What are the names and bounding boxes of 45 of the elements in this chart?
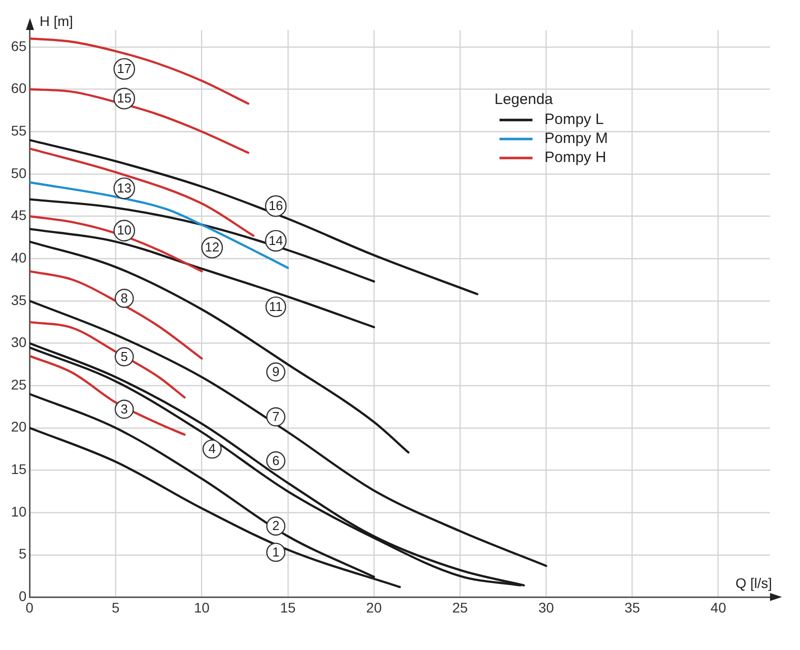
annotation: 11 bbox=[269, 298, 283, 314]
annotation: 8 bbox=[120, 290, 128, 306]
y-tick-label: 45 bbox=[10, 207, 27, 224]
x-tick-label: 5 bbox=[112, 599, 120, 616]
y-tick-label: 35 bbox=[10, 292, 27, 308]
y-axis-title: H [m] bbox=[40, 12, 74, 29]
y-tick-label: 5 bbox=[18, 546, 27, 562]
y-tick-label: 65 bbox=[10, 38, 27, 54]
x-tick-label: 40 bbox=[710, 599, 726, 616]
y-tick-label: 10 bbox=[10, 503, 27, 520]
y-tick-label: 0 bbox=[18, 588, 27, 604]
annotation: 17 bbox=[117, 61, 132, 76]
y-tick-label: 30 bbox=[10, 334, 27, 350]
annotation: 12 bbox=[204, 240, 220, 255]
y-tick-label: 50 bbox=[10, 164, 27, 181]
x-tick-label: 20 bbox=[366, 599, 382, 616]
y-tick-label: 20 bbox=[10, 418, 27, 435]
legend-label: Pompy M bbox=[544, 130, 608, 148]
y-tick-label: 55 bbox=[10, 122, 27, 138]
legend-label: Pompy L bbox=[544, 111, 604, 128]
annotation: 7 bbox=[272, 408, 280, 424]
y-tick-label: 15 bbox=[10, 461, 27, 478]
annotation: 14 bbox=[268, 232, 284, 248]
y-tick-label: 60 bbox=[10, 80, 27, 96]
y-tick-label: 40 bbox=[10, 249, 27, 266]
x-tick-label: 10 bbox=[194, 599, 210, 616]
x-tick-label: 25 bbox=[452, 599, 468, 616]
legend-title: Legenda bbox=[494, 91, 554, 108]
annotation: 16 bbox=[268, 198, 284, 214]
x-tick-label: 30 bbox=[538, 599, 554, 616]
annotation: 13 bbox=[117, 180, 132, 196]
annotation: 15 bbox=[117, 90, 132, 106]
annotation: 2 bbox=[272, 518, 280, 534]
annotation: 10 bbox=[117, 222, 132, 238]
x-tick-label: 15 bbox=[280, 599, 296, 616]
legend-label: Pompy H bbox=[544, 149, 606, 166]
annotation: 4 bbox=[208, 441, 216, 456]
annotation: 5 bbox=[120, 348, 128, 364]
y-tick-label: 25 bbox=[10, 376, 27, 392]
annotation: 1 bbox=[272, 544, 280, 560]
annotation: 6 bbox=[272, 452, 280, 468]
x-tick-label: 35 bbox=[624, 599, 640, 616]
x-axis-title: Q [l/s] bbox=[735, 575, 772, 592]
annotation: 3 bbox=[120, 401, 128, 416]
annotation: 9 bbox=[272, 364, 280, 380]
